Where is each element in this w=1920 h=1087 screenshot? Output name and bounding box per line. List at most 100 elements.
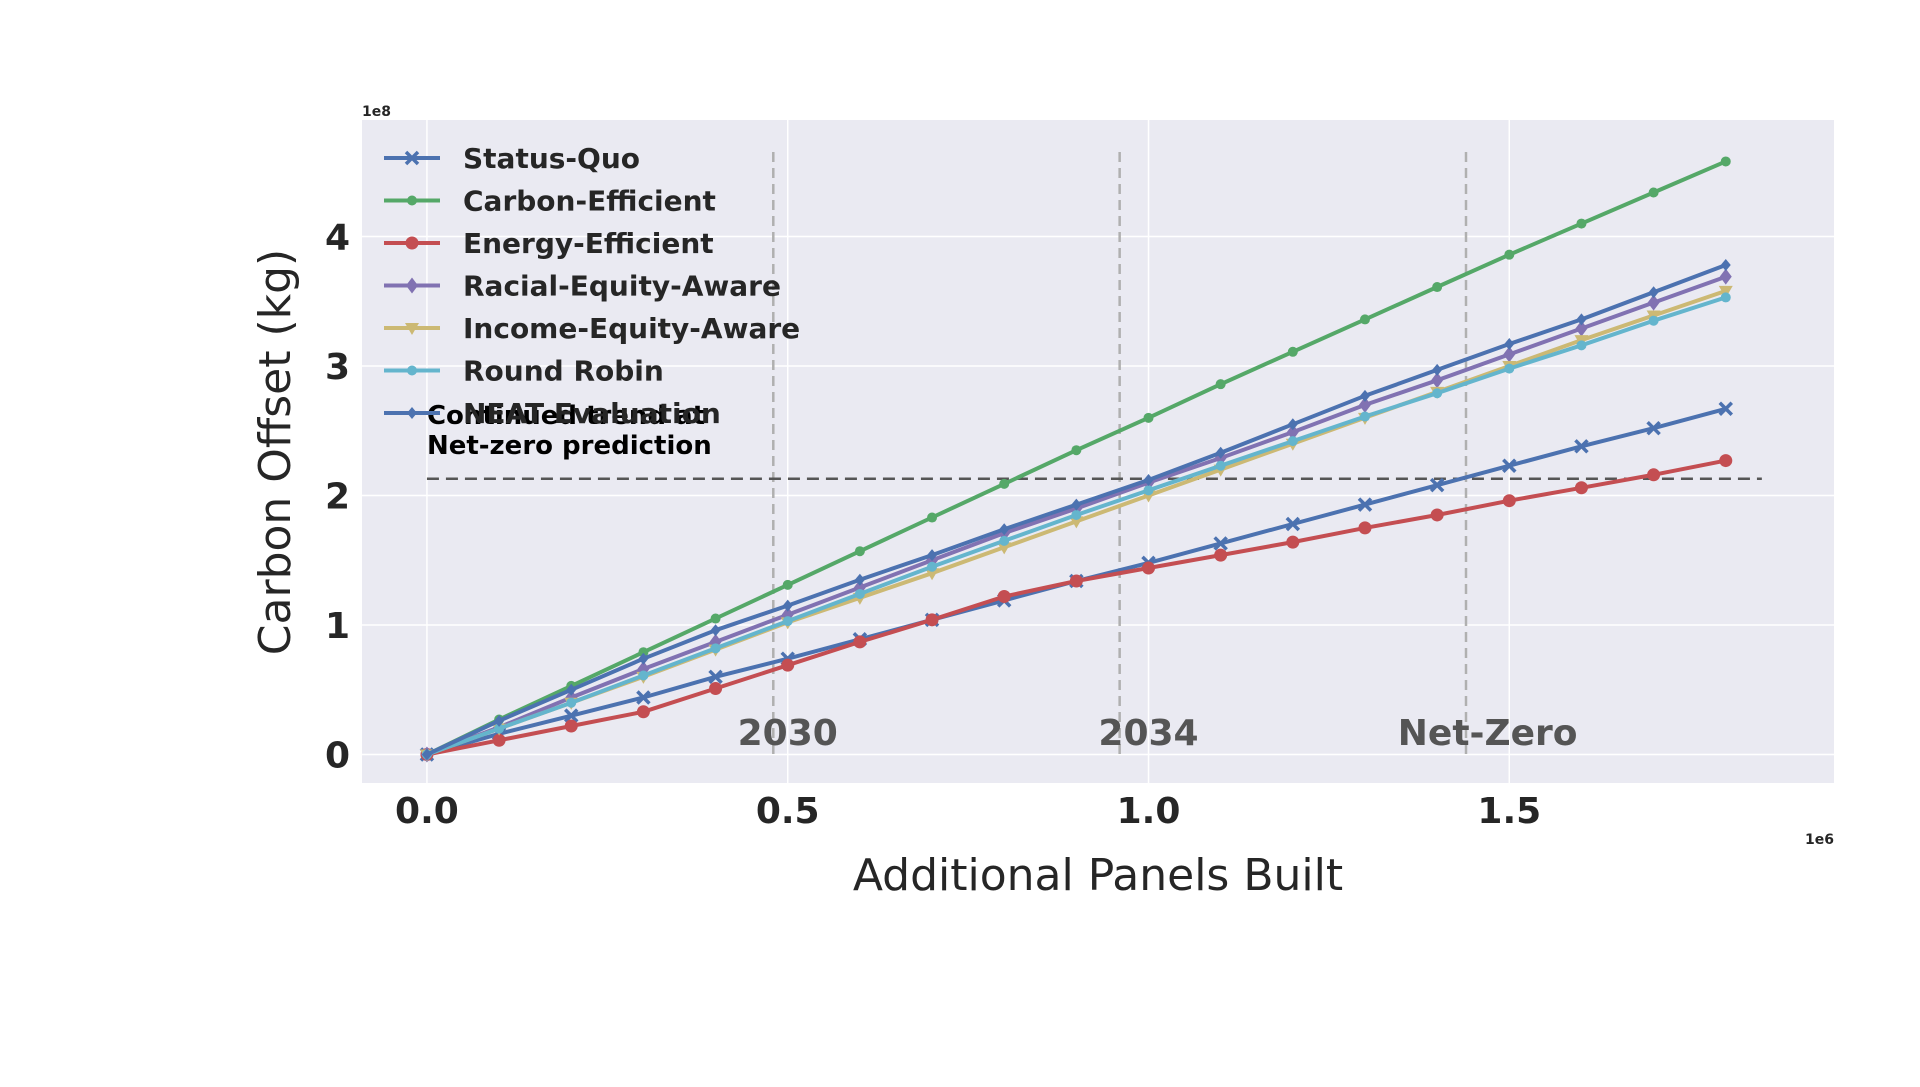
data-point	[1287, 346, 1298, 357]
data-point	[1576, 313, 1587, 326]
data-point	[1215, 460, 1226, 471]
y-axis-label: Carbon Offset (kg)	[250, 249, 301, 655]
data-point	[997, 542, 1012, 555]
data-point	[1069, 574, 1083, 588]
data-point	[1358, 396, 1371, 413]
data-point	[1069, 516, 1084, 529]
data-point	[1357, 497, 1373, 512]
data-point	[1720, 259, 1731, 272]
legend-label: NEAT Evaluation	[463, 397, 721, 430]
legend-label: Racial-Equity-Aware	[463, 270, 781, 303]
data-point	[492, 733, 506, 747]
data-point	[999, 523, 1010, 536]
data-point	[566, 683, 577, 696]
data-point	[854, 573, 865, 586]
data-point	[1718, 401, 1733, 417]
x-tick-label: 1.0	[1117, 791, 1181, 832]
data-point	[927, 549, 938, 562]
period-marker-label: 2034	[1098, 713, 1198, 754]
data-point	[1432, 363, 1443, 376]
legend: Status-Quo Carbon-Efficient Energy-Efficie…	[384, 142, 800, 430]
annotation-line: Net-zero prediction	[427, 431, 712, 461]
period-marker-label: Net-Zero	[1398, 713, 1578, 754]
data-point	[1071, 445, 1082, 456]
x-axis-ticks: 0.0 0.5 1.0 1.5	[395, 791, 1541, 832]
data-point	[406, 277, 418, 294]
y-axis-ticks: 0 1 2 3 4	[325, 218, 350, 777]
x-tick-label: 1.5	[1477, 791, 1541, 832]
data-point	[1286, 535, 1300, 549]
data-point	[927, 512, 938, 523]
data-point	[636, 705, 650, 719]
data-series	[419, 156, 1733, 763]
data-point	[1647, 294, 1660, 311]
data-point	[1285, 516, 1301, 532]
legend-label: Carbon-Efficient	[463, 185, 716, 218]
data-point	[1502, 494, 1516, 508]
data-point	[638, 647, 649, 658]
data-point	[564, 719, 578, 733]
y-tick-label: 0	[325, 736, 350, 777]
period-labels: 2030 2034 Net-Zero	[738, 713, 1578, 754]
data-point	[1648, 187, 1659, 198]
x-tick-label: 0.0	[395, 791, 459, 832]
data-point	[710, 624, 721, 637]
data-point	[1359, 411, 1370, 422]
data-point	[1142, 561, 1156, 575]
data-point	[494, 723, 505, 734]
data-point	[405, 323, 419, 335]
legend-entry: Status-Quo	[384, 142, 640, 175]
data-point	[782, 579, 793, 590]
data-point	[1143, 412, 1154, 423]
annotation-line: Continued trend at	[427, 401, 705, 431]
data-point	[1359, 314, 1370, 325]
grid-lines	[362, 120, 1834, 783]
data-point	[421, 748, 432, 761]
data-point	[1214, 548, 1228, 562]
data-point	[999, 535, 1010, 546]
data-point	[566, 697, 577, 708]
data-point	[925, 613, 939, 627]
data-point	[404, 150, 420, 166]
data-point	[999, 478, 1010, 489]
data-point	[1576, 218, 1587, 229]
data-point	[1575, 320, 1588, 337]
legend-label: Energy-Efficient	[463, 227, 714, 260]
data-point	[1504, 363, 1515, 374]
data-point	[1646, 420, 1661, 436]
y-axis-exponent: 1e8	[362, 104, 391, 120]
data-point	[1502, 458, 1517, 473]
data-point	[1720, 156, 1731, 167]
data-point	[1574, 481, 1588, 495]
legend-entry: Round Robin	[384, 355, 664, 388]
data-point	[1647, 468, 1661, 482]
data-point	[407, 407, 417, 419]
legend-entry: Carbon-Efficient	[384, 185, 716, 218]
data-point	[1648, 315, 1659, 326]
data-point	[1286, 424, 1299, 441]
legend-label: Status-Quo	[463, 142, 640, 175]
data-point	[1071, 498, 1082, 511]
data-point	[1287, 436, 1298, 447]
data-point	[853, 635, 867, 649]
data-point	[1576, 340, 1587, 351]
data-point	[1287, 418, 1298, 431]
data-point	[854, 588, 865, 599]
legend-entry: Energy-Efficient	[384, 227, 714, 260]
data-point	[1358, 521, 1372, 535]
data-point	[1215, 446, 1226, 459]
legend-label: Round Robin	[463, 355, 664, 388]
data-point	[1432, 388, 1443, 399]
data-point	[1504, 338, 1515, 351]
data-point	[1143, 473, 1154, 486]
data-point	[638, 652, 649, 665]
data-point	[1431, 372, 1444, 389]
y-tick-label: 1	[325, 606, 350, 647]
data-point	[1071, 509, 1082, 520]
data-point	[781, 658, 795, 672]
series-carbon-efficient	[421, 156, 1731, 760]
data-point	[709, 681, 723, 695]
data-point	[407, 365, 417, 376]
data-point	[854, 546, 865, 557]
